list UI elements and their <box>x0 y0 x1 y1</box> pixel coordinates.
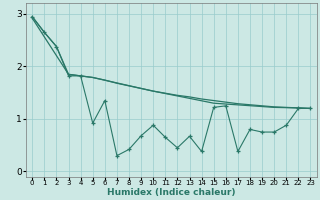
X-axis label: Humidex (Indice chaleur): Humidex (Indice chaleur) <box>107 188 236 197</box>
